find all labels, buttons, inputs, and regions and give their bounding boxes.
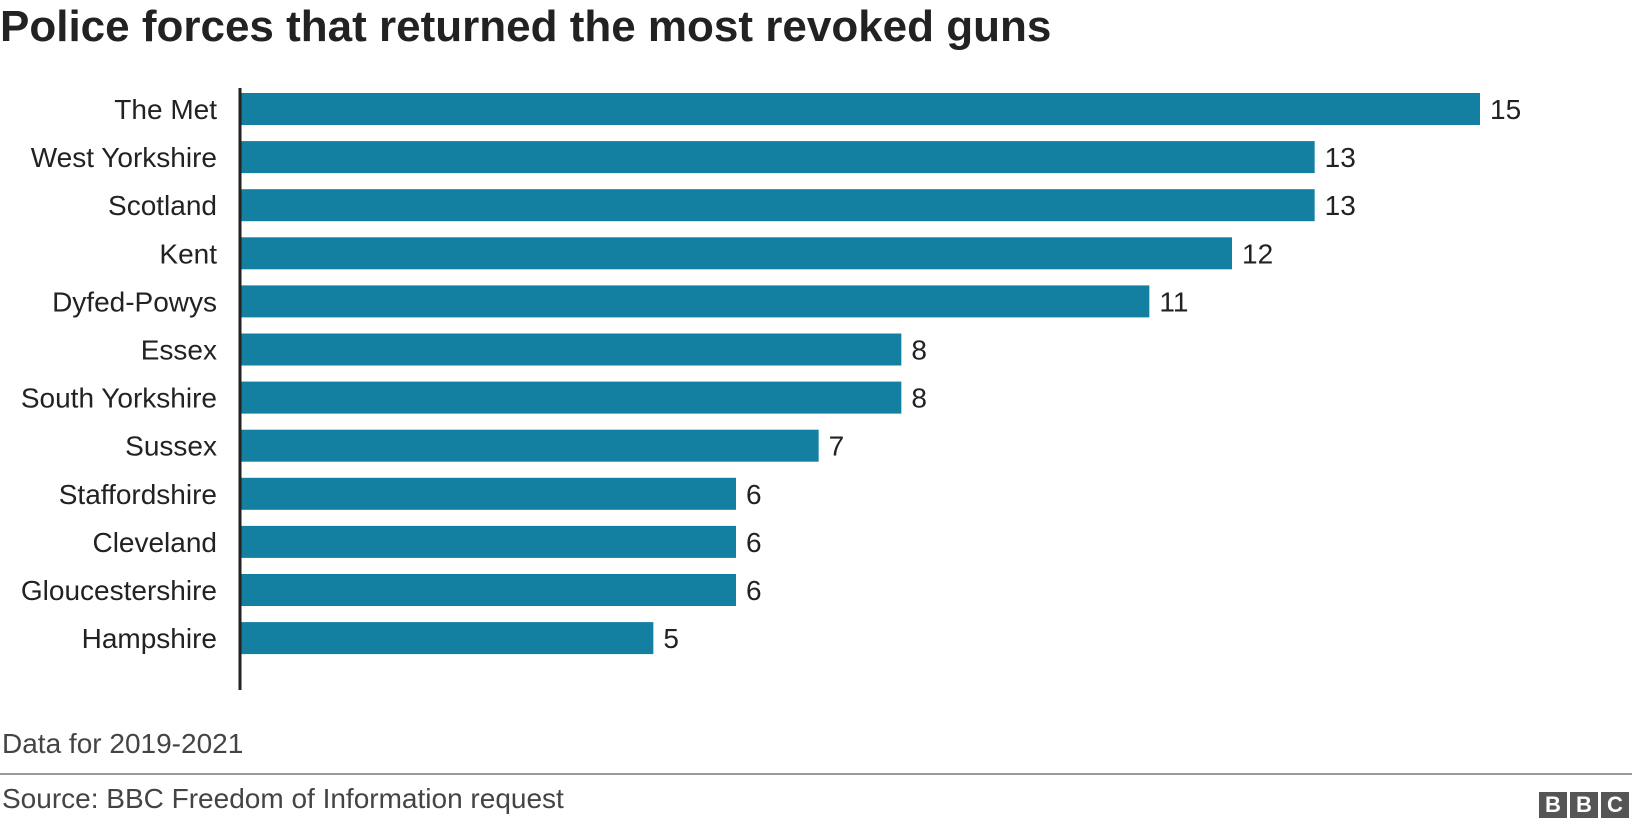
value-label: 8: [911, 383, 927, 414]
value-label: 13: [1325, 142, 1356, 173]
category-label: The Met: [114, 94, 217, 125]
value-label: 6: [746, 479, 762, 510]
bar: [240, 574, 736, 606]
bbc-logo: B B C: [1539, 792, 1629, 818]
bar: [240, 333, 902, 366]
category-label: Sussex: [125, 431, 217, 462]
value-label: 7: [829, 431, 845, 462]
category-label: West Yorkshire: [31, 142, 217, 173]
bar: [240, 189, 1315, 222]
footer-divider: [0, 773, 1632, 775]
value-label: 11: [1159, 286, 1188, 317]
data-note: Data for 2019-2021: [2, 728, 244, 759]
category-label: South Yorkshire: [21, 383, 217, 414]
value-label: 5: [663, 623, 679, 654]
bbc-logo-letter: C: [1601, 792, 1629, 818]
value-label: 12: [1242, 238, 1273, 269]
category-label: Hampshire: [82, 623, 217, 654]
value-label: 8: [911, 335, 927, 366]
bbc-logo-letter: B: [1539, 792, 1567, 818]
category-label: Essex: [141, 335, 217, 366]
bars-layer: [240, 93, 1480, 655]
bar: [240, 381, 902, 414]
value-label: 15: [1490, 94, 1521, 125]
category-label: Scotland: [108, 190, 217, 221]
bar: [240, 525, 736, 558]
source-text: Source: BBC Freedom of Information reque…: [2, 783, 564, 814]
bar: [240, 237, 1232, 270]
category-label: Staffordshire: [59, 479, 217, 510]
chart-title: Police forces that returned the most rev…: [0, 2, 1052, 51]
bar-chart: The Met West Yorkshire Scotland Kent Dyfed-P…: [21, 88, 1521, 690]
bar: [240, 622, 654, 655]
value-label: 13: [1325, 190, 1356, 221]
bar: [240, 285, 1150, 318]
bar: [240, 429, 819, 462]
category-label: Cleveland: [92, 527, 217, 558]
bar: [240, 477, 736, 510]
category-labels-layer: The Met West Yorkshire Scotland Kent Dyfed-P…: [21, 94, 217, 654]
value-label: 6: [746, 575, 762, 606]
bar: [240, 141, 1315, 174]
bar: [240, 93, 1480, 125]
bbc-logo-letter: B: [1570, 792, 1598, 818]
category-label: Dyfed-Powys: [52, 286, 217, 317]
value-labels-layer: 15 13 13 12 11 8 8 7 6 6 6 5: [663, 94, 1521, 654]
category-label: Gloucestershire: [21, 575, 217, 606]
value-label: 6: [746, 527, 762, 558]
category-label: Kent: [159, 238, 217, 269]
